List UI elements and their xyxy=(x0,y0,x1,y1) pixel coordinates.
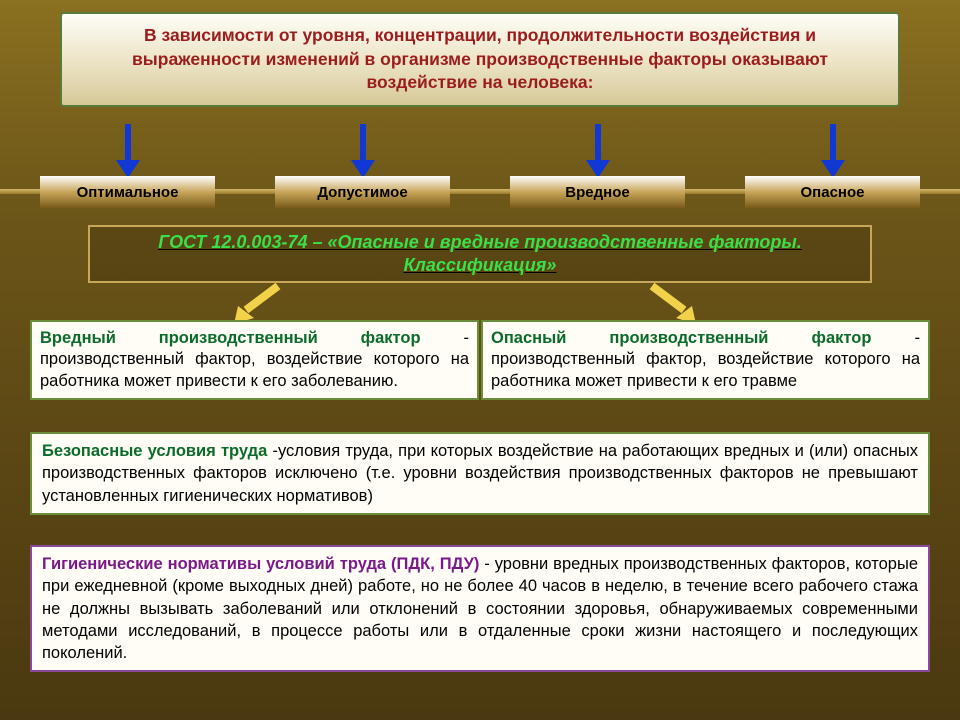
category-harmful: Вредное xyxy=(510,176,685,208)
category-label: Опасное xyxy=(801,184,865,201)
category-dangerous: Опасное xyxy=(745,176,920,208)
category-label: Вредное xyxy=(565,184,629,201)
arrow-admissible xyxy=(360,124,366,164)
term-dangerous: Опасный производственный фактор xyxy=(491,329,871,347)
term-norm: Гигиенические нормативы условий труда (П… xyxy=(42,555,479,573)
hline-1 xyxy=(215,189,275,194)
hline-left xyxy=(0,189,40,194)
term-safe: Безопасные условия труда xyxy=(42,442,267,460)
hline-right xyxy=(920,189,960,194)
gost-text: ГОСТ 12.0.003-74 – «Опасные и вредные пр… xyxy=(102,231,858,278)
hygienic-norms-box: Гигиенические нормативы условий труда (П… xyxy=(30,545,930,672)
hline-2 xyxy=(450,189,510,194)
category-admissible: Допустимое xyxy=(275,176,450,208)
header-text: В зависимости от уровня, концентрации, п… xyxy=(86,24,874,95)
definitions-row: Вредный производственный фактор - произв… xyxy=(30,320,930,400)
definition-dangerous: Опасный производственный фактор - произв… xyxy=(481,320,930,400)
category-label: Допустимое xyxy=(317,184,407,201)
arrow-optimal xyxy=(125,124,131,164)
yellow-arrow-left xyxy=(230,282,290,324)
arrow-dangerous xyxy=(830,124,836,164)
gost-box: ГОСТ 12.0.003-74 – «Опасные и вредные пр… xyxy=(88,225,872,283)
category-label: Оптимальное xyxy=(77,184,179,201)
arrow-harmful xyxy=(595,124,601,164)
term-harmful: Вредный производственный фактор xyxy=(40,329,421,347)
yellow-arrow-right xyxy=(640,282,700,324)
header-box: В зависимости от уровня, концентрации, п… xyxy=(60,12,900,107)
category-optimal: Оптимальное xyxy=(40,176,215,208)
hline-3 xyxy=(685,189,745,194)
definition-harmful: Вредный производственный фактор - произв… xyxy=(30,320,479,400)
safe-conditions-box: Безопасные условия труда -условия труда,… xyxy=(30,432,930,515)
